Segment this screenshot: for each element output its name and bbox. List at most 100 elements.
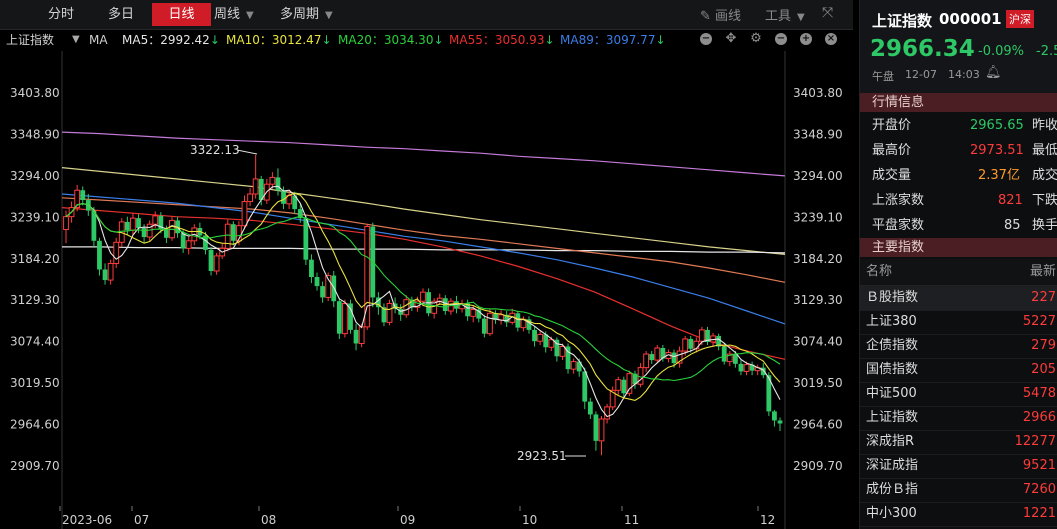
chevron-down-icon: ▼	[246, 10, 254, 21]
candle-body-up	[342, 302, 348, 335]
fullscreen-icon[interactable]: ⤧	[822, 5, 834, 21]
move-icon[interactable]: ✥	[725, 31, 737, 46]
candle-body-down	[749, 364, 755, 371]
candle-body-down	[621, 379, 627, 394]
pencil-icon: ✎	[700, 9, 711, 24]
y-tick-label-right: 3019.50	[793, 376, 843, 390]
x-tick-label: 2023-06	[62, 513, 112, 527]
candle-body-up	[559, 345, 566, 357]
ma10-arrow: ↓	[321, 33, 332, 47]
y-tick-label-left: 3403.80	[10, 86, 60, 100]
index-row[interactable]: 深证成指 9521	[860, 454, 1057, 479]
index-row[interactable]: 上证指数 2966	[860, 406, 1057, 431]
close-icon[interactable]: ×	[825, 33, 837, 45]
minimize-icon[interactable]: −	[700, 33, 712, 45]
index-row[interactable]: 企债指数 279	[860, 334, 1057, 359]
caret-down-icon[interactable]: ▼	[72, 34, 80, 45]
index-value: 279	[1031, 338, 1056, 353]
index-row[interactable]: 国债指数 205	[860, 358, 1057, 383]
index-value: 2966	[1022, 410, 1056, 425]
candle-body-up	[414, 300, 421, 308]
candle-body-up	[699, 329, 705, 342]
bell-icon[interactable]: 🔔︎	[985, 65, 1002, 80]
info-label: 成交量	[872, 168, 912, 183]
zoom-out-icon[interactable]: −	[775, 33, 787, 45]
index-row[interactable]: Ｂ股指数 227	[860, 286, 1057, 311]
x-tick-label: 11	[624, 513, 639, 527]
candle-body-up	[113, 241, 120, 264]
y-tick-label-right: 3403.80	[793, 86, 843, 100]
candle-body-up	[252, 178, 259, 195]
index-row[interactable]: 深成指R 12277	[860, 430, 1057, 455]
y-tick-label-left: 2909.70	[10, 459, 60, 473]
x-tick-label: 09	[400, 513, 415, 527]
candle-body-down	[649, 354, 655, 361]
ma20-line	[65, 203, 781, 382]
index-name-label: 上证指数	[6, 33, 55, 47]
candle-body-up	[470, 309, 477, 317]
y-tick-label-left: 3074.40	[10, 335, 60, 349]
y-tick-label-left: 3184.20	[10, 252, 60, 266]
info-label-2: 昨收	[1032, 118, 1057, 133]
candle-body-down	[392, 303, 398, 309]
candle-body-up	[643, 353, 650, 369]
tab-weekly[interactable]: 周线 ▼	[214, 3, 272, 26]
candle-body-up	[358, 326, 365, 344]
candle-body-down	[102, 269, 108, 281]
candle-body-up	[63, 216, 69, 230]
candlestick-chart[interactable]: 3403.80 3403.80 3348.90 3348.90 3294.00 3294.…	[0, 51, 853, 529]
settings-gear-icon[interactable]: ⚙	[750, 31, 762, 46]
index-name: Ｂ股指数	[866, 290, 919, 305]
info-label: 开盘价	[872, 118, 912, 133]
candle-body-up	[682, 338, 689, 352]
chart-panel: 分时 多日 日线 周线 ▼ 多周期 ▼ ✎ 画线 工具 ▼ ⤧ 上证指数 ▼ MA M…	[0, 0, 853, 529]
candle-body-up	[403, 299, 410, 316]
candle-body-down	[297, 209, 303, 219]
high-annotation-arrow	[236, 149, 258, 155]
candle-body-down	[124, 221, 130, 231]
tab-intraday[interactable]: 分时	[47, 7, 74, 22]
col-name: 名称	[866, 264, 893, 279]
candle-body-down	[275, 177, 281, 191]
candle-body-up	[107, 262, 114, 281]
tab-multi-period[interactable]: 多周期 ▼	[280, 3, 350, 26]
index-row[interactable]: 成份Ｂ指 7260	[860, 478, 1057, 503]
y-tick-label-right: 3129.30	[793, 293, 843, 307]
index-name: 企债指数	[866, 338, 919, 353]
info-value: 85	[1004, 218, 1021, 233]
candle-body-down	[348, 303, 353, 330]
chevron-down-icon: ▼	[325, 10, 333, 21]
tools-button[interactable]: 工具 ▼	[765, 5, 805, 24]
index-row[interactable]: 中证500 5478	[860, 382, 1057, 407]
candle-body-down	[454, 301, 459, 309]
tab-multi-day[interactable]: 多日	[107, 7, 134, 22]
candle-body-down	[208, 249, 214, 272]
candle-body-down	[409, 299, 415, 308]
index-value: 9521	[1022, 458, 1056, 473]
y-tick-label-right: 3239.10	[793, 210, 843, 224]
candle-body-down	[230, 224, 236, 241]
col-latest: 最新	[1030, 264, 1057, 279]
info-row: 平盘家数 85 换手	[860, 213, 1057, 238]
y-tick-label-left: 3348.90	[10, 127, 60, 141]
candle-body-down	[515, 313, 521, 328]
low-annotation-label: 2923.51	[517, 449, 567, 463]
session-label: 午盘	[872, 70, 894, 83]
draw-line-button[interactable]: ✎ 画线	[700, 5, 741, 24]
quote-date: 12-07	[905, 68, 937, 81]
candle-body-down	[203, 235, 208, 250]
info-row: 上涨家数 821 下跌	[860, 188, 1057, 213]
index-row[interactable]: 中小300 1221	[860, 502, 1057, 527]
index-row[interactable]: 上证380 5227	[860, 310, 1057, 335]
candle-body-up	[386, 302, 393, 323]
ma-label[interactable]: MA	[89, 33, 108, 47]
y-tick-label-left: 3294.00	[10, 169, 60, 183]
tab-daily[interactable]: 日线	[152, 3, 211, 26]
y-tick-label-right: 2964.60	[793, 418, 843, 432]
zoom-in-icon[interactable]: +	[800, 33, 812, 45]
quote-panel: 上证指数 000001 沪深 2966.34 -0.09% -2.5 午盘 12…	[859, 0, 1057, 529]
candle-body-down	[180, 233, 186, 249]
candle-body-down	[721, 346, 727, 362]
candle-body-up	[152, 215, 159, 225]
ma5-value: MA5：2992.42↓	[122, 30, 220, 50]
